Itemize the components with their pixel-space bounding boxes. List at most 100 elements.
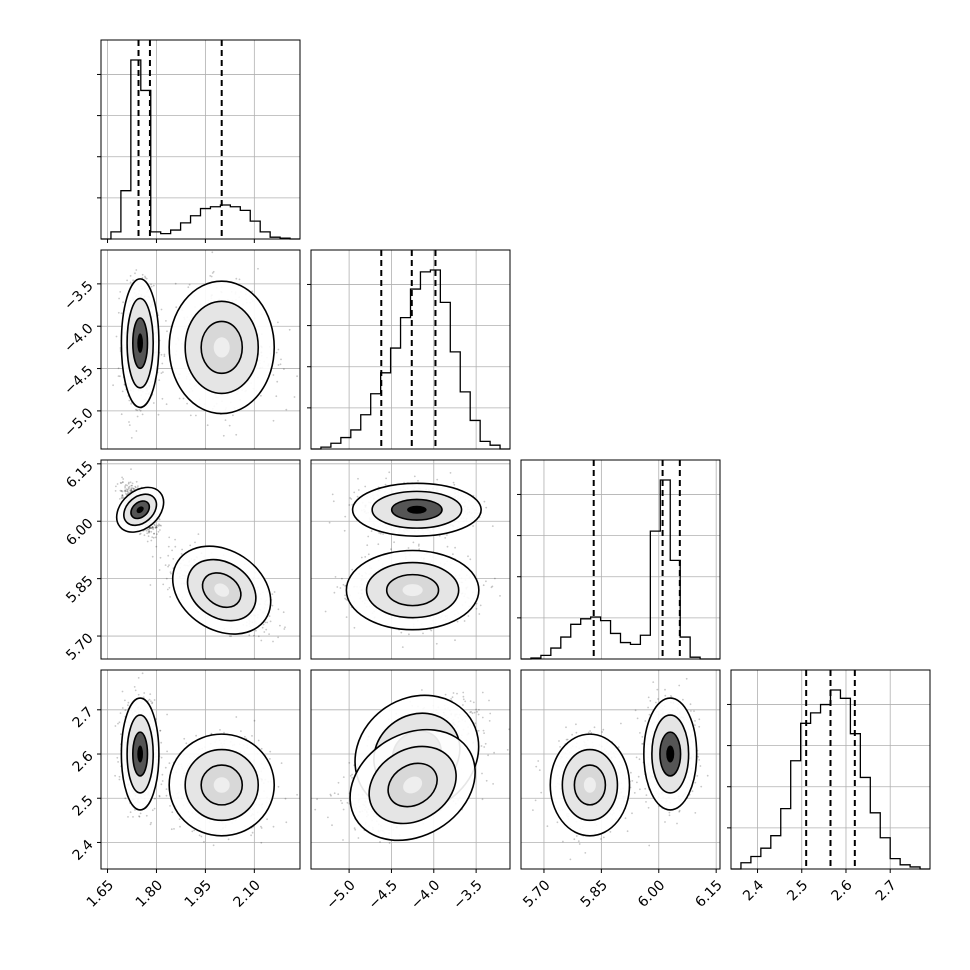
sample-point bbox=[166, 330, 168, 333]
sample-point bbox=[272, 419, 275, 422]
sample-point bbox=[150, 539, 153, 542]
contour-line bbox=[132, 317, 149, 370]
sample-point bbox=[129, 489, 131, 492]
sample-point bbox=[122, 481, 124, 483]
sample-point bbox=[124, 490, 127, 493]
scatter-panel-2-1 bbox=[310, 459, 511, 660]
sample-point bbox=[129, 275, 132, 277]
sample-point bbox=[155, 545, 158, 548]
sample-point bbox=[115, 485, 117, 488]
sample-point bbox=[130, 484, 133, 487]
sample-point bbox=[331, 493, 334, 496]
sample-point bbox=[174, 282, 177, 285]
sample-point bbox=[364, 556, 367, 558]
scatter-panel-1-0 bbox=[97, 249, 301, 450]
sample-point bbox=[271, 604, 274, 607]
sample-point bbox=[388, 471, 391, 474]
sample-point bbox=[248, 634, 251, 637]
sample-point bbox=[151, 526, 154, 528]
sample-point bbox=[122, 496, 124, 499]
sample-point bbox=[264, 621, 267, 624]
sample-point bbox=[128, 485, 131, 488]
sample-point bbox=[149, 527, 151, 530]
sample-point bbox=[144, 276, 147, 279]
sample-point bbox=[148, 531, 150, 534]
panel-frame bbox=[100, 249, 301, 450]
sample-point bbox=[235, 433, 238, 436]
sample-point bbox=[263, 631, 266, 633]
sample-point bbox=[384, 483, 387, 486]
sample-point bbox=[136, 409, 139, 412]
sample-point bbox=[224, 419, 227, 421]
sample-point bbox=[145, 529, 148, 532]
scatter-panel-2-0 bbox=[97, 459, 301, 660]
sample-point bbox=[153, 532, 155, 535]
sample-point bbox=[159, 729, 162, 732]
sample-point bbox=[357, 489, 360, 491]
sample-point bbox=[454, 546, 456, 549]
sample-point bbox=[151, 526, 154, 529]
contour-line bbox=[390, 498, 443, 521]
sample-point bbox=[485, 580, 487, 583]
sample-point bbox=[413, 475, 416, 478]
sample-point bbox=[125, 484, 127, 486]
scatter-panel-3-0 bbox=[97, 669, 301, 873]
sample-point bbox=[123, 489, 126, 492]
sample-point bbox=[412, 541, 415, 544]
sample-point bbox=[277, 608, 280, 611]
sample-point bbox=[135, 480, 138, 483]
sample-point bbox=[260, 639, 263, 642]
sample-point bbox=[390, 548, 392, 551]
sample-point bbox=[212, 270, 215, 273]
sample-point bbox=[349, 497, 352, 499]
sample-point bbox=[178, 397, 181, 400]
sample-point bbox=[393, 541, 395, 544]
panel-frame bbox=[310, 459, 511, 660]
sample-point bbox=[257, 635, 260, 638]
sample-point bbox=[262, 623, 265, 626]
sample-point bbox=[332, 500, 335, 503]
sample-point bbox=[164, 564, 167, 566]
contour-line bbox=[168, 280, 276, 415]
sample-point bbox=[491, 585, 494, 588]
sample-point bbox=[195, 414, 197, 417]
sample-point bbox=[449, 472, 452, 474]
sample-point bbox=[118, 297, 120, 300]
sample-point bbox=[150, 527, 153, 529]
sample-point bbox=[148, 527, 151, 530]
sample-point bbox=[154, 524, 156, 527]
sample-point bbox=[158, 523, 160, 526]
sample-point bbox=[336, 586, 339, 588]
sample-point bbox=[378, 532, 380, 534]
sample-point bbox=[276, 380, 279, 383]
sample-point bbox=[125, 488, 128, 491]
sample-point bbox=[161, 397, 164, 400]
sample-point bbox=[152, 284, 155, 287]
sample-point bbox=[186, 402, 189, 405]
sample-point bbox=[348, 504, 351, 506]
sample-point bbox=[210, 275, 213, 278]
sample-point bbox=[130, 468, 132, 470]
sample-point bbox=[168, 586, 171, 589]
sample-point bbox=[115, 335, 118, 338]
sample-point bbox=[446, 545, 449, 548]
sample-point bbox=[166, 588, 169, 591]
sample-point bbox=[158, 518, 161, 521]
sample-point bbox=[277, 321, 279, 324]
sample-point bbox=[119, 481, 122, 484]
sample-point bbox=[467, 615, 470, 617]
sample-point bbox=[127, 492, 129, 495]
sample-point bbox=[268, 615, 271, 617]
sample-point bbox=[288, 328, 291, 331]
sample-point bbox=[273, 591, 276, 593]
sample-point bbox=[344, 597, 346, 600]
sample-point bbox=[163, 355, 166, 358]
sample-point bbox=[283, 628, 286, 630]
contour-line bbox=[200, 320, 244, 375]
sample-point bbox=[163, 353, 166, 356]
sample-point bbox=[408, 633, 410, 636]
sample-point bbox=[157, 525, 160, 527]
sample-point bbox=[155, 526, 158, 529]
sample-point bbox=[189, 414, 192, 417]
sample-point bbox=[119, 375, 121, 378]
